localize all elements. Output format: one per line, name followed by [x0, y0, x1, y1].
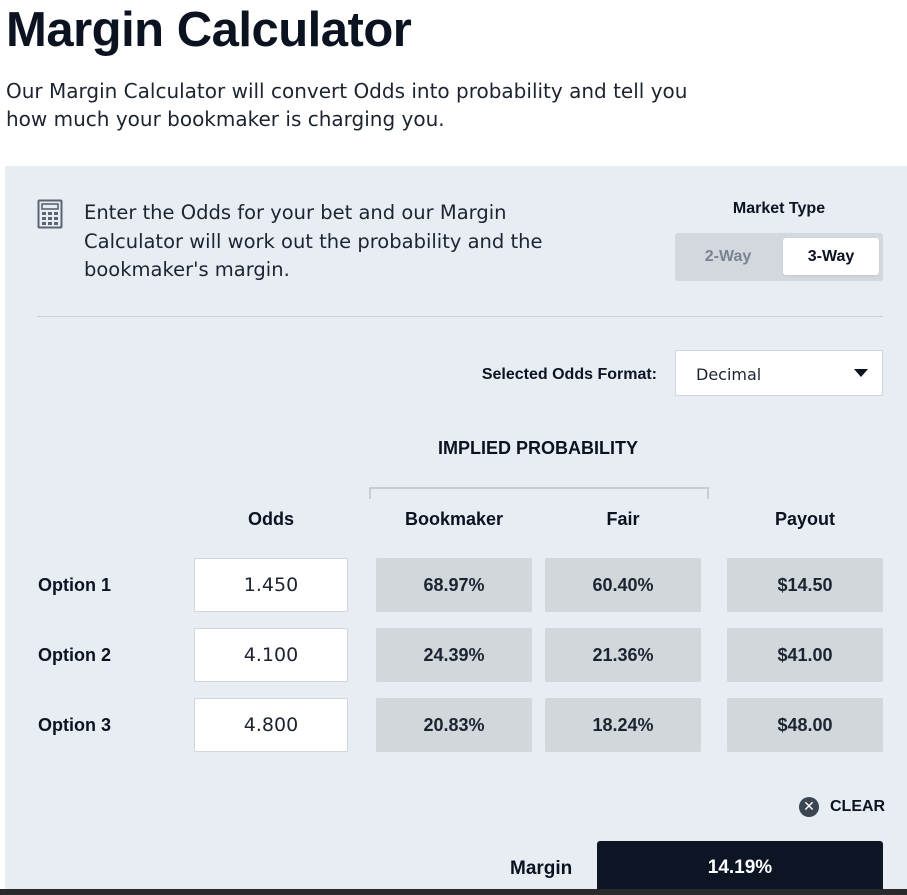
market-type-label: Market Type	[732, 200, 826, 217]
odds-format-label: Selected Odds Format:	[481, 366, 657, 383]
option-2-odds-input[interactable]	[194, 628, 348, 682]
page-intro: Our Margin Calculator will convert Odds …	[6, 79, 688, 131]
payout-column-header: Payout	[774, 509, 835, 529]
bottom-bar	[0, 889, 907, 895]
close-circle-icon: ✕	[799, 797, 819, 817]
panel-description: Enter the Odds for your bet and our Marg…	[84, 201, 543, 281]
page-title: Margin Calculator	[6, 3, 412, 57]
implied-probability-bracket	[369, 487, 709, 499]
implied-probability-heading: IMPLIED PROBABILITY	[437, 438, 638, 458]
clear-button[interactable]: ✕ CLEAR	[799, 795, 885, 819]
clear-label: CLEAR	[830, 798, 886, 815]
option-1-payout: $14.50	[727, 558, 883, 612]
calculator-panel: Enter the Odds for your bet and our Marg…	[5, 166, 907, 895]
option-2-fair-probability: 21.36%	[545, 628, 701, 682]
option-3-label: Option 3	[38, 715, 111, 735]
option-1-label: Option 1	[38, 575, 111, 595]
divider	[37, 316, 883, 317]
option-1-bookmaker-probability: 68.97%	[376, 558, 532, 612]
option-3-bookmaker-probability: 20.83%	[376, 698, 532, 752]
option-2-label: Option 2	[38, 645, 111, 665]
calculator-icon	[37, 199, 63, 229]
option-1-fair-probability: 60.40%	[545, 558, 701, 612]
option-3-fair-probability: 18.24%	[545, 698, 701, 752]
option-3-payout: $48.00	[727, 698, 883, 752]
option-2-payout: $41.00	[727, 628, 883, 682]
option-2-bookmaker-probability: 24.39%	[376, 628, 532, 682]
chevron-down-icon	[854, 369, 868, 377]
margin-label: Margin	[510, 858, 573, 879]
fair-column-header: Fair	[606, 509, 640, 529]
odds-format-value: Decimal	[696, 365, 762, 384]
market-type-3-way-button[interactable]: 3-Way	[783, 238, 879, 275]
option-1-odds-input[interactable]	[194, 558, 348, 612]
bookmaker-column-header: Bookmaker	[404, 509, 504, 529]
market-type-2-way-button[interactable]: 2-Way	[704, 247, 752, 265]
odds-column-header: Odds	[247, 509, 294, 529]
odds-format-select[interactable]: Decimal	[675, 350, 883, 396]
option-3-odds-input[interactable]	[194, 698, 348, 752]
margin-value: 14.19%	[597, 841, 883, 895]
market-type-toggle: 2-Way 3-Way	[675, 233, 883, 281]
